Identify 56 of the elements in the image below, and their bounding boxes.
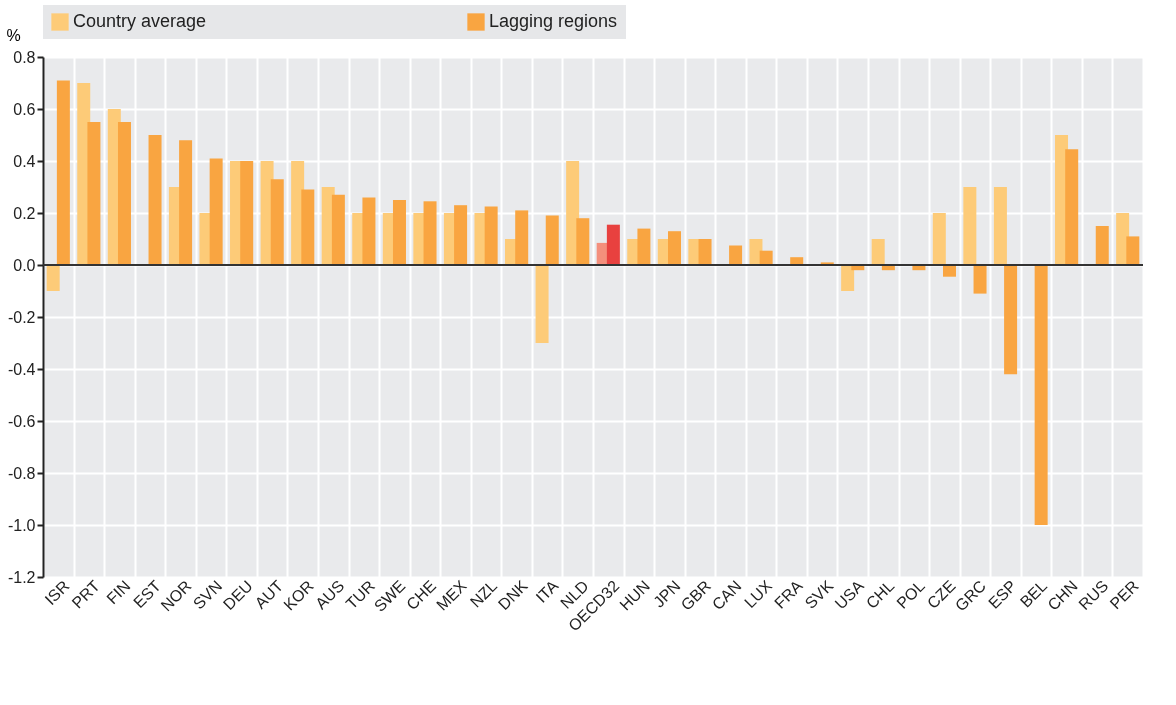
bar: [535, 265, 549, 343]
bar: [1095, 226, 1109, 265]
bar: [1004, 265, 1018, 375]
bar: [270, 179, 284, 265]
bar: [932, 213, 946, 265]
bar: [209, 158, 223, 265]
bar: [841, 265, 855, 291]
bar: [148, 135, 162, 265]
x-tick-label: FIN: [103, 577, 134, 608]
y-tick-label: 0.8: [13, 48, 36, 66]
bar: [759, 250, 773, 265]
y-tick-label: -0.6: [7, 412, 36, 430]
y-tick-label: 0.6: [13, 100, 36, 118]
x-tick-label: FRA: [771, 576, 806, 612]
y-tick-label: 0.4: [13, 152, 36, 170]
bar: [637, 228, 651, 265]
x-tick-label: ISR: [41, 577, 73, 609]
bar: [117, 122, 131, 265]
bar: [963, 187, 977, 265]
bar: [484, 206, 498, 265]
y-tick-label: 0.2: [13, 204, 36, 222]
bar: [790, 257, 804, 265]
y-tick-label: -1.0: [7, 516, 36, 534]
legend-label: Lagging regions: [489, 11, 618, 31]
bar: [362, 197, 376, 265]
y-tick-label: -0.8: [7, 464, 36, 482]
bar: [240, 161, 254, 265]
bar: [423, 201, 437, 265]
bar: [1034, 265, 1048, 525]
bar: [729, 245, 743, 265]
bar: [392, 200, 406, 265]
bar: [46, 265, 60, 291]
bar: [56, 80, 70, 265]
bar: [576, 218, 590, 265]
bar: [454, 205, 468, 265]
y-tick-label: -0.4: [7, 360, 36, 378]
bar: [1065, 149, 1079, 265]
bar: [87, 122, 101, 265]
bar: [973, 265, 987, 294]
bar: [179, 140, 193, 265]
y-tick-label: 0.0: [13, 256, 36, 274]
bar: [331, 194, 345, 265]
legend-label: Country average: [73, 11, 207, 31]
bar: [942, 265, 956, 277]
y-tick-label: -0.2: [7, 308, 36, 326]
bar: [698, 239, 712, 265]
bar: [606, 224, 620, 265]
y-axis-title: %: [6, 26, 21, 44]
bar: [545, 215, 559, 265]
bar: [515, 210, 529, 265]
y-tick-label: -1.2: [7, 568, 36, 586]
bar: [993, 187, 1007, 265]
bar: [667, 231, 681, 265]
bar: [1126, 236, 1140, 265]
bar: [871, 239, 885, 265]
bar: [301, 189, 315, 265]
